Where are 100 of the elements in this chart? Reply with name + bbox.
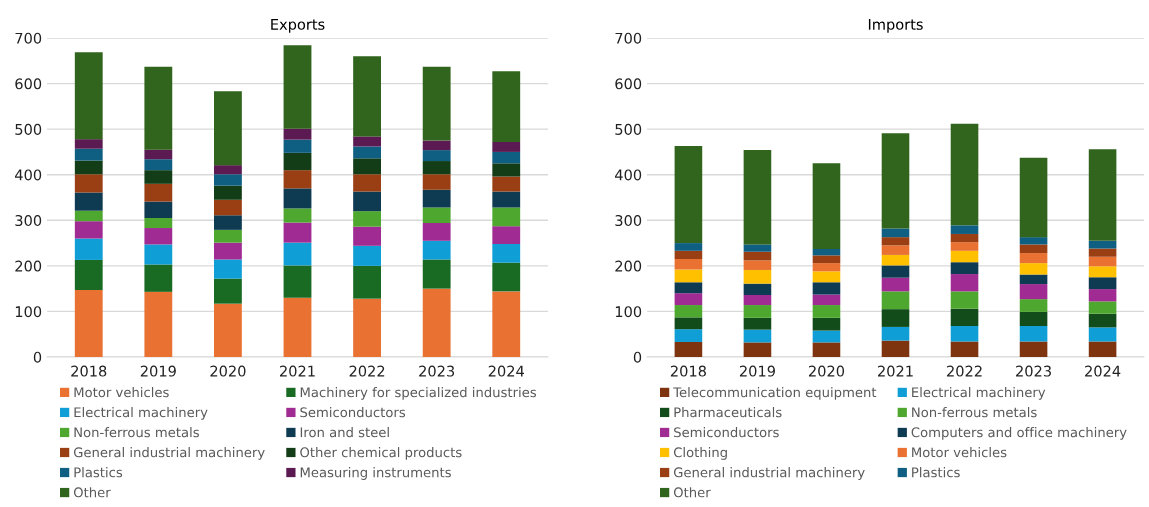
bar <box>492 163 521 177</box>
bar <box>353 298 381 357</box>
bar <box>492 262 521 292</box>
bar <box>674 259 703 270</box>
y-tick-label: 500 <box>615 123 642 135</box>
bar <box>743 283 772 296</box>
bar <box>1088 149 1117 241</box>
bar <box>881 265 910 278</box>
bar <box>422 207 451 224</box>
bar <box>422 240 451 260</box>
y-tick-label: 300 <box>15 215 42 227</box>
bar <box>144 228 173 245</box>
bar <box>214 303 242 357</box>
y-tick-label: 700 <box>615 32 642 44</box>
bar <box>422 66 451 141</box>
bar <box>950 341 979 357</box>
legend-label: Non-ferrous metals <box>912 407 1037 418</box>
bar <box>881 291 910 310</box>
x-tick-label: 2021 <box>878 365 913 377</box>
bar <box>144 66 173 150</box>
bar <box>674 146 703 244</box>
y-tick-label: 400 <box>15 169 42 181</box>
bar <box>214 229 242 243</box>
legend-label: Clothing <box>673 447 727 460</box>
legend-label: Plastics <box>74 467 123 478</box>
bar <box>950 225 979 234</box>
bar <box>74 174 103 193</box>
legend-label: General industrial machinery <box>673 467 865 480</box>
bar <box>674 341 703 357</box>
bar <box>1019 311 1048 327</box>
bar <box>144 201 173 219</box>
bar <box>743 244 772 252</box>
legend-label: Motor vehicles <box>912 447 1007 458</box>
legend-label: General industrial machinery <box>73 447 265 460</box>
bar <box>1019 253 1048 264</box>
bar <box>353 191 381 212</box>
bar <box>74 52 103 140</box>
bar <box>950 250 979 263</box>
legend-label: Electrical machinery <box>912 387 1046 400</box>
bar <box>74 148 103 161</box>
bar <box>1088 341 1117 357</box>
bar <box>492 176 521 192</box>
y-tick-label: 400 <box>615 169 642 181</box>
bar <box>353 158 381 175</box>
bar <box>881 228 910 238</box>
y-tick-label: 600 <box>15 78 42 90</box>
bar <box>743 269 772 284</box>
legend-label: Other <box>73 487 111 498</box>
bar <box>492 207 521 227</box>
x-tick-label: 2021 <box>280 365 315 377</box>
bar <box>492 141 521 152</box>
y-tick-label: 700 <box>15 32 42 44</box>
bar <box>812 317 841 331</box>
bar <box>144 244 173 265</box>
legend-label: Semiconductors <box>674 427 779 438</box>
bar <box>144 218 173 229</box>
bar <box>1019 237 1048 245</box>
bar <box>743 329 772 343</box>
y-tick-label: 600 <box>615 78 642 90</box>
bar <box>353 265 381 299</box>
bar <box>674 243 703 251</box>
bar <box>74 259 103 291</box>
legend-label: Machinery for specialized industries <box>300 387 537 400</box>
x-tick-label: 2019 <box>140 365 176 377</box>
bar <box>743 251 772 261</box>
bar <box>353 226 381 246</box>
bar <box>1019 341 1048 357</box>
bar <box>881 133 910 229</box>
bar <box>1019 299 1048 312</box>
bar <box>743 305 772 318</box>
bar <box>1019 157 1048 238</box>
bar <box>1088 301 1117 314</box>
bar <box>283 242 312 266</box>
bar <box>283 139 312 153</box>
bar <box>950 262 979 275</box>
bar <box>950 326 979 342</box>
legend-label: Iron and steel <box>300 427 389 438</box>
x-tick-label: 2023 <box>1016 365 1051 377</box>
bar <box>283 45 312 129</box>
bar <box>74 210 103 222</box>
bar <box>674 329 703 342</box>
bar <box>214 242 242 260</box>
bar <box>214 91 242 166</box>
bar <box>812 342 841 357</box>
bar <box>674 269 703 283</box>
bar <box>283 297 312 357</box>
bar <box>1088 256 1117 267</box>
y-tick-label: 0 <box>33 351 42 363</box>
x-tick-label: 2023 <box>419 365 455 377</box>
bar <box>881 237 910 246</box>
bar <box>1019 274 1048 285</box>
x-tick-label: 2020 <box>210 365 246 377</box>
bar <box>422 288 451 357</box>
bar <box>950 233 979 243</box>
x-tick-label: 2020 <box>808 365 845 377</box>
chart-title: Imports <box>868 19 923 33</box>
legend-label: Other <box>673 487 711 498</box>
bar <box>674 293 703 306</box>
bar <box>353 245 381 266</box>
bar <box>674 250 703 260</box>
